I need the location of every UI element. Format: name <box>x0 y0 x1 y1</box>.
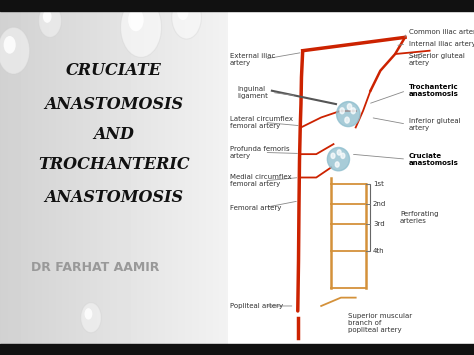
Circle shape <box>340 108 344 114</box>
Text: Superior gluteal
artery: Superior gluteal artery <box>409 53 465 66</box>
Circle shape <box>81 302 101 333</box>
Circle shape <box>0 27 29 74</box>
Ellipse shape <box>328 147 349 171</box>
Text: 3rd: 3rd <box>373 221 384 227</box>
Text: Popliteal artery: Popliteal artery <box>230 303 283 309</box>
Text: Femoral artery: Femoral artery <box>230 204 282 211</box>
Ellipse shape <box>337 102 360 127</box>
Text: Perforating
arteries: Perforating arteries <box>400 211 438 224</box>
Text: 1st: 1st <box>373 181 384 187</box>
Text: Internal iliac artery: Internal iliac artery <box>409 41 474 47</box>
Text: Lateral circumflex
femoral artery: Lateral circumflex femoral artery <box>230 116 293 129</box>
Text: ANASTOMOSIS: ANASTOMOSIS <box>44 95 183 113</box>
Text: 2nd: 2nd <box>373 201 386 207</box>
Circle shape <box>337 150 341 155</box>
Text: CRUCIATE: CRUCIATE <box>66 62 162 79</box>
Text: Trochanteric
anastomosis: Trochanteric anastomosis <box>409 84 458 97</box>
Circle shape <box>177 4 189 20</box>
Circle shape <box>84 308 92 320</box>
Circle shape <box>341 153 345 158</box>
Circle shape <box>172 0 201 39</box>
Text: Common iliac artery: Common iliac artery <box>409 29 474 36</box>
Text: External iliac
artery: External iliac artery <box>230 53 275 66</box>
Text: DR FARHAT AAMIR: DR FARHAT AAMIR <box>31 261 160 274</box>
Text: 4th: 4th <box>373 248 384 254</box>
Text: TROCHANTERIC: TROCHANTERIC <box>38 155 190 173</box>
Circle shape <box>128 9 144 31</box>
Circle shape <box>4 36 16 54</box>
Circle shape <box>331 153 335 158</box>
Text: Superior muscular
branch of
popliteal artery: Superior muscular branch of popliteal ar… <box>348 313 412 333</box>
Circle shape <box>43 10 52 23</box>
Text: Medial circumflex
femoral artery: Medial circumflex femoral artery <box>230 174 292 187</box>
Text: Inguinal
ligament: Inguinal ligament <box>237 86 268 99</box>
Circle shape <box>345 117 349 123</box>
Text: Profunda femoris
artery: Profunda femoris artery <box>230 146 290 159</box>
Circle shape <box>120 0 162 58</box>
Text: Inferior gluteal
artery: Inferior gluteal artery <box>409 118 460 131</box>
Circle shape <box>351 108 356 114</box>
Text: ANASTOMOSIS: ANASTOMOSIS <box>44 189 183 206</box>
Circle shape <box>347 104 352 110</box>
Text: Cruciate
anastomosis: Cruciate anastomosis <box>409 153 458 166</box>
Text: AND: AND <box>93 126 134 143</box>
Circle shape <box>39 4 62 37</box>
Circle shape <box>335 162 339 167</box>
